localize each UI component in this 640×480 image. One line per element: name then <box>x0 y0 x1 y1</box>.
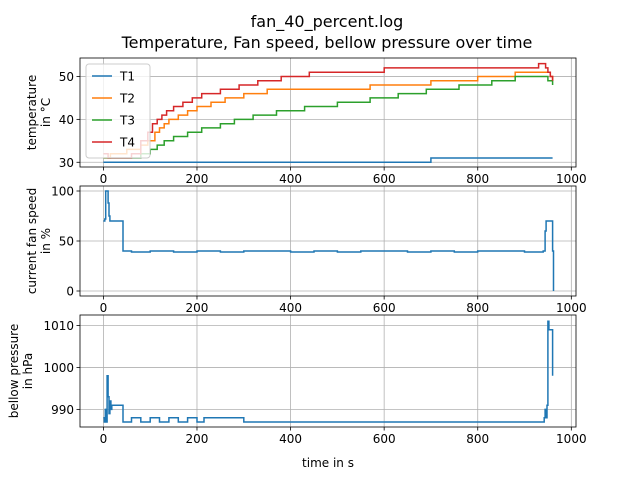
y-tick-label: 0 <box>66 285 74 299</box>
y-axis-label-line2: in °C <box>39 98 53 127</box>
x-tick-label: 400 <box>279 172 302 186</box>
y-axis-label-line1: temperature <box>25 75 39 150</box>
x-tick-label: 600 <box>373 301 396 315</box>
y-axis-label-line2: in hPa <box>21 353 35 389</box>
y-axis-label: current fan speedin % <box>25 188 53 294</box>
legend-label-t4: T4 <box>119 136 135 150</box>
x-tick-label: 0 <box>100 432 108 446</box>
y-axis-label: bellow pressurein hPa <box>7 324 35 418</box>
legend-label-t1: T1 <box>119 70 135 84</box>
y-tick-label: 30 <box>59 156 74 170</box>
chart-panel-3: 0 200 400 600 800 1000 990 1000 1010 bellow press… <box>7 314 587 470</box>
x-tick-label: 200 <box>186 301 209 315</box>
series-line-t1 <box>103 157 553 164</box>
x-tick-label: 800 <box>466 301 489 315</box>
y-tick-label: 1010 <box>43 319 74 333</box>
x-tick-label: 0 <box>100 301 108 315</box>
y-axis-label: temperaturein °C <box>25 75 53 150</box>
chart-panel-1: 0 200 400 600 800 1000 30 40 50 temperaturein °C T… <box>25 57 587 186</box>
figure-title-line2: Temperature, Fan speed, bellow pressure … <box>121 33 533 52</box>
axes-frame <box>79 314 577 428</box>
y-tick-label: 990 <box>51 403 74 417</box>
x-axis-label: time in s <box>302 456 354 470</box>
x-tick-label: 600 <box>373 432 396 446</box>
legend-box <box>85 63 151 159</box>
x-tick-label: 1000 <box>556 172 587 186</box>
x-tick-label: 800 <box>466 432 489 446</box>
legend-label-t3: T3 <box>119 114 135 128</box>
y-axis-label-line1: current fan speed <box>25 188 39 294</box>
y-tick-label: 40 <box>59 113 74 127</box>
y-axis-label-line1: bellow pressure <box>7 324 21 418</box>
axes-frame <box>79 57 577 168</box>
legend-label-t2: T2 <box>119 92 135 106</box>
x-tick-label: 0 <box>100 172 108 186</box>
legend: T1 T2 T3 T4 <box>85 63 151 159</box>
series-line-t2 <box>103 71 554 159</box>
x-tick-label: 1000 <box>556 432 587 446</box>
figure-title-line1: fan_40_percent.log <box>251 12 404 32</box>
series-line-t3 <box>103 75 554 159</box>
x-tick-label: 400 <box>279 432 302 446</box>
series-line-p3-1 <box>103 320 554 423</box>
x-tick-label: 600 <box>373 172 396 186</box>
x-tick-label: 1000 <box>556 301 587 315</box>
x-tick-label: 200 <box>186 432 209 446</box>
y-axis-label-line2: in % <box>39 228 53 254</box>
y-tick-label: 100 <box>51 185 74 199</box>
x-tick-label: 400 <box>279 301 302 315</box>
y-tick-label: 50 <box>59 70 74 84</box>
x-tick-label: 200 <box>186 172 209 186</box>
y-tick-label: 50 <box>59 235 74 249</box>
x-tick-label: 800 <box>466 172 489 186</box>
y-tick-label: 1000 <box>43 361 74 375</box>
series-line-p2-1 <box>103 190 555 291</box>
